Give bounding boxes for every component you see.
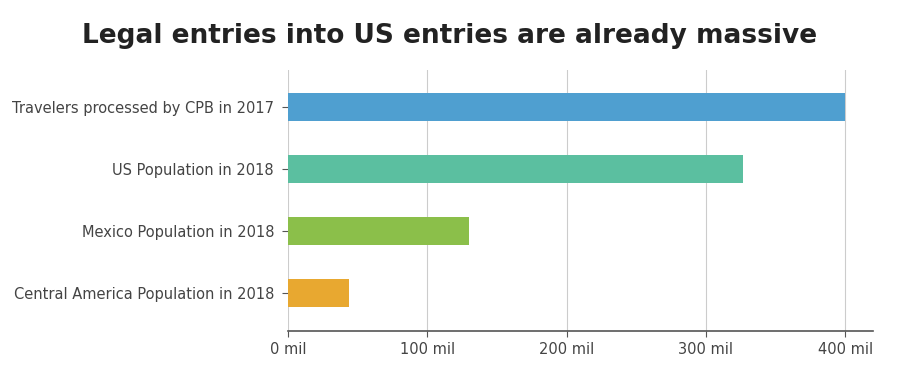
Text: Legal entries into US entries are already massive: Legal entries into US entries are alread… bbox=[83, 23, 817, 49]
Bar bbox=[288, 279, 349, 307]
Bar bbox=[288, 155, 743, 183]
Bar bbox=[288, 217, 469, 245]
Bar bbox=[288, 93, 845, 121]
